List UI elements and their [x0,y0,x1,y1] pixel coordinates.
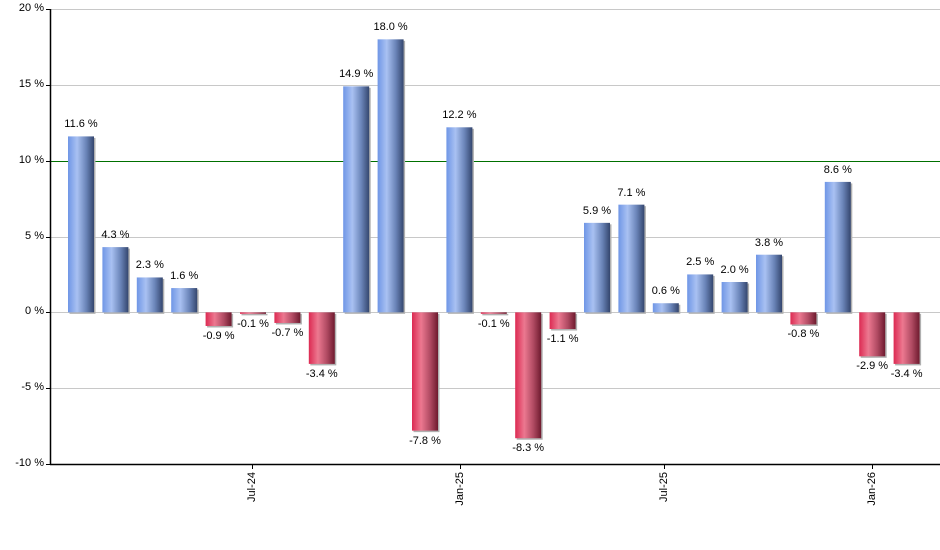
bar [343,86,370,313]
value-label: 11.6 % [64,118,98,131]
y-tick-label: 15 % [18,77,44,90]
value-label: 0.6 % [651,285,680,298]
bar [549,312,576,330]
value-label: -3.4 % [890,367,923,380]
x-tick-label: Jul-25 [657,472,670,502]
x-tick-label: Jul-24 [245,472,258,502]
bar [205,312,232,326]
bar [171,288,198,313]
bar [859,312,886,357]
bar [446,127,473,313]
bar [824,181,851,313]
value-label: 2.3 % [135,259,164,272]
bar [377,39,404,313]
bar [68,136,94,313]
bar [412,312,438,431]
y-tick-label: 20 % [18,1,44,14]
value-label: -0.1 % [477,317,510,330]
bar [790,312,817,325]
bars [68,39,922,440]
y-tick-label: 5 % [25,229,44,242]
bar [721,282,748,313]
bar [756,254,782,313]
value-label: -0.1 % [237,317,269,330]
bar [687,274,714,313]
bar [515,312,542,439]
x-tick-label: Jan-25 [453,472,466,506]
axes [46,9,940,469]
value-label: -2.9 % [856,360,889,373]
value-label: 12.2 % [442,109,477,122]
value-label: 1.6 % [170,270,199,283]
value-label: -7.8 % [409,434,441,447]
value-label: 2.0 % [720,264,749,276]
bar [893,312,920,364]
bar [308,312,335,364]
y-tick-label: 10 % [18,153,44,166]
value-label: 5.9 % [582,204,612,217]
value-label: -0.7 % [271,326,304,339]
value-label: 8.6 % [823,163,852,176]
bar [584,222,610,313]
value-label: 7.1 % [617,186,646,199]
value-label: 3.8 % [754,236,784,249]
bar [618,204,645,313]
y-tick-label: -10 % [15,456,44,469]
value-label: 14.9 % [339,68,374,81]
bar [240,312,266,314]
value-label: -0.8 % [787,328,820,341]
bar [136,277,163,313]
y-tick-label: 0 % [25,304,44,317]
value-label: -0.9 % [202,329,235,342]
bar [652,303,679,313]
value-label: -8.3 % [512,442,545,455]
value-label: -3.4 % [305,367,338,380]
value-label: 4.3 % [101,229,130,242]
bar [274,312,301,323]
bar [480,312,507,314]
value-label: 18.0 % [373,21,408,34]
y-tick-label: -5 % [21,380,44,393]
bar [102,247,129,313]
x-tick-label: Jan-26 [865,472,878,506]
value-label: 2.5 % [686,256,715,269]
value-label: -1.1 % [546,333,579,346]
